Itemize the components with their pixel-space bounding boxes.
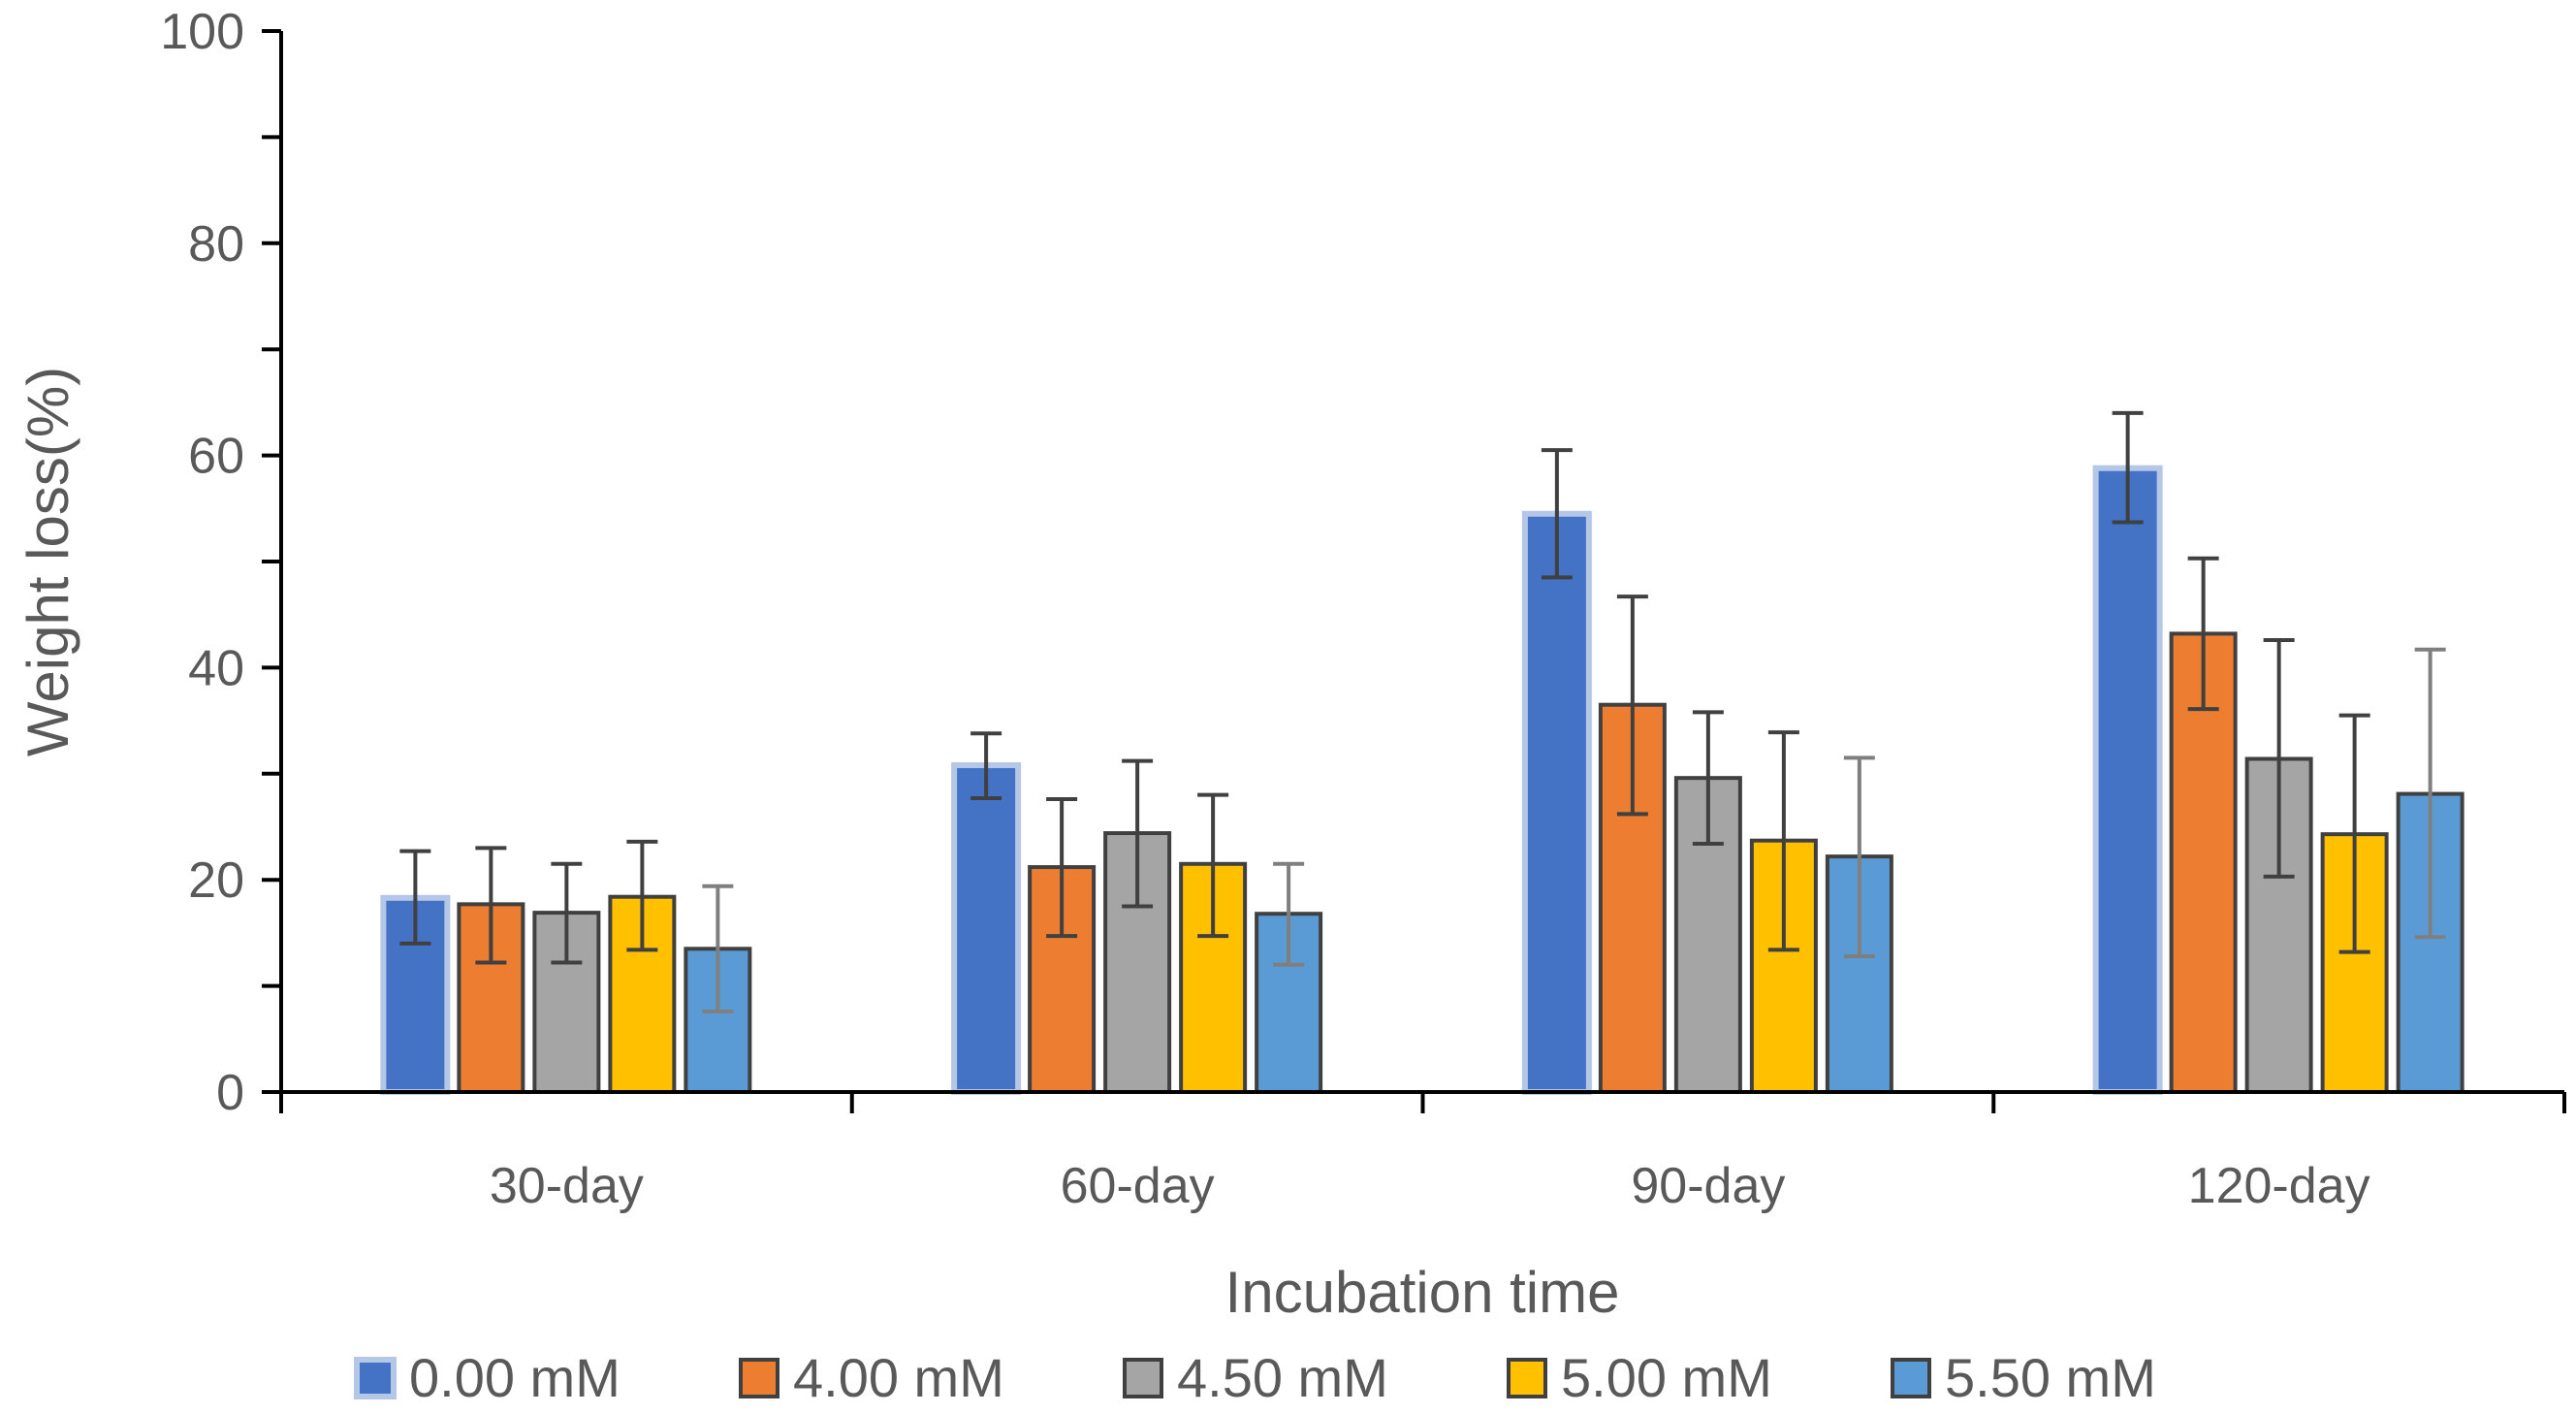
legend-swatch xyxy=(739,1358,779,1398)
legend-label: 0.00 mM xyxy=(409,1347,620,1408)
x-ticks: 30-day 60-day 90-day 120-day xyxy=(279,1092,2566,1214)
legend-swatch xyxy=(1891,1358,1931,1398)
y-tick-label: 80 xyxy=(188,216,244,273)
y-tick-label: 40 xyxy=(188,640,244,696)
bar xyxy=(2092,465,2163,1095)
bar xyxy=(1598,702,1667,1094)
x-tick-label: 30-day xyxy=(490,1158,644,1214)
y-ticks: 0 20 40 60 80 100 xyxy=(160,4,281,1121)
x-axis-title: Incubation time xyxy=(1225,1260,1620,1325)
legend-label: 5.00 mM xyxy=(1561,1347,1772,1408)
y-axis-title: Weight loss(%) xyxy=(16,367,80,756)
bar xyxy=(2396,791,2465,1094)
x-tick-label: 90-day xyxy=(1631,1158,1785,1214)
bar xyxy=(951,762,1022,1095)
x-tick-label: 60-day xyxy=(1061,1158,1215,1214)
legend-swatch xyxy=(354,1357,397,1399)
x-tick-label: 120-day xyxy=(2188,1158,2370,1214)
y-tick-label: 0 xyxy=(216,1065,244,1121)
legend-swatch xyxy=(1507,1358,1547,1398)
y-tick-label: 100 xyxy=(160,4,244,60)
legend-label: 4.50 mM xyxy=(1177,1347,1388,1408)
bar xyxy=(1521,510,1592,1095)
legend-label: 5.50 mM xyxy=(1945,1347,2156,1408)
error-bars-layer xyxy=(399,410,2446,1013)
bars-layer xyxy=(380,465,2465,1095)
y-tick-label: 60 xyxy=(188,429,244,485)
legend-swatch xyxy=(1123,1358,1163,1398)
legend-label: 4.00 mM xyxy=(793,1347,1004,1408)
y-tick-label: 20 xyxy=(188,852,244,909)
legend: 0.00 mM 4.00 mM 4.50 mM 5.00 mM 5.50 mM xyxy=(354,1347,2156,1408)
